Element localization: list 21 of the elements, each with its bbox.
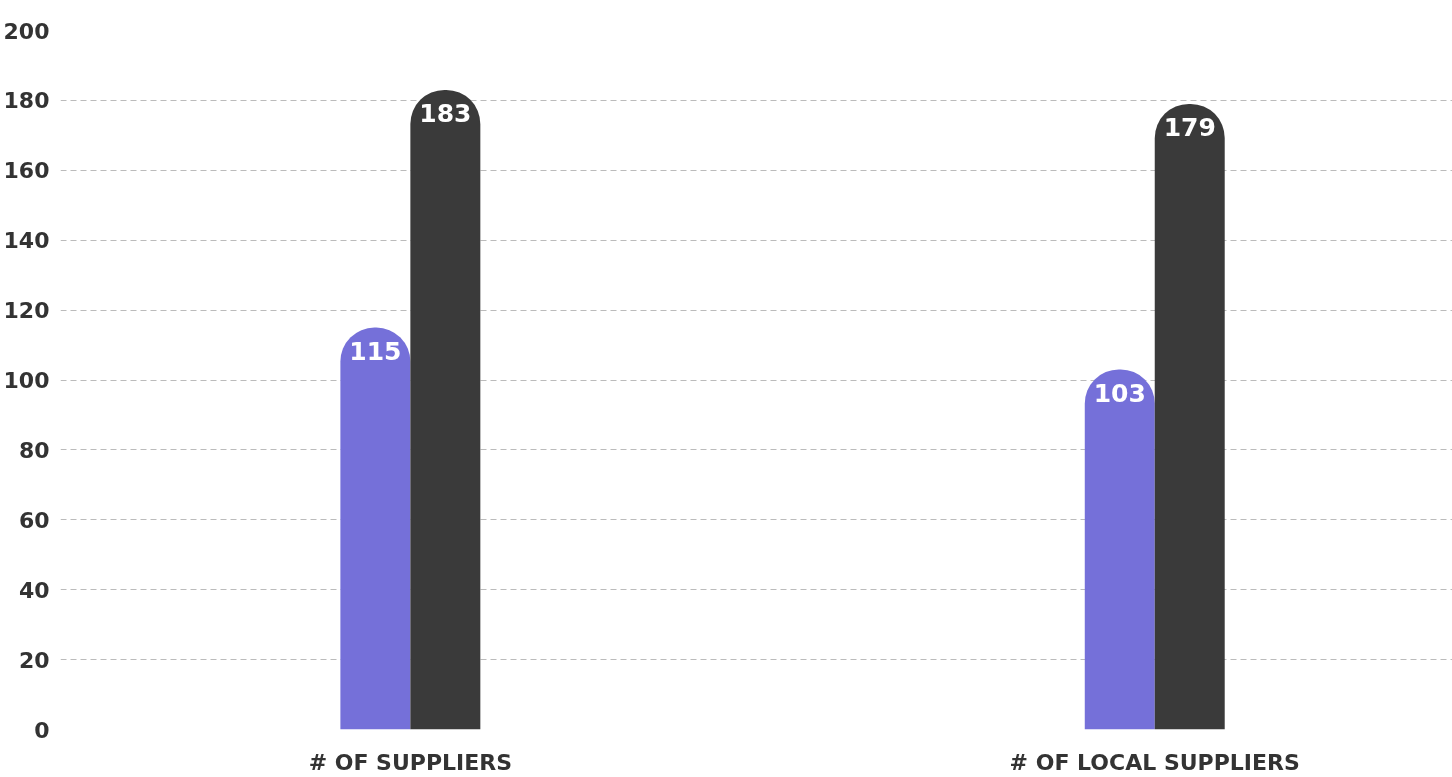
y-tick-label: 60 [18, 507, 50, 533]
data-label: 115 [349, 336, 402, 366]
y-tick-label: 160 [3, 158, 50, 184]
y-tick-label: 100 [3, 368, 50, 393]
bar [410, 89, 481, 730]
x-tick-label: # OF SUPPLIERS [308, 749, 513, 775]
y-tick-label: 0 [34, 717, 50, 743]
y-tick-label: 140 [3, 228, 50, 254]
y-tick-label: 180 [3, 88, 50, 114]
data-label: 183 [419, 98, 472, 128]
bar [1084, 369, 1155, 730]
y-tick-label: 120 [3, 298, 50, 324]
data-label: 103 [1093, 378, 1146, 408]
bar [340, 327, 411, 730]
bar [1154, 103, 1225, 730]
data-label: 179 [1163, 112, 1216, 142]
y-tick-label: 80 [18, 437, 50, 463]
y-tick-label: 200 [3, 18, 50, 44]
x-tick-label: # OF LOCAL SUPPLIERS [1009, 749, 1300, 775]
y-tick-label: 40 [18, 577, 50, 603]
y-tick-label: 20 [18, 647, 50, 673]
